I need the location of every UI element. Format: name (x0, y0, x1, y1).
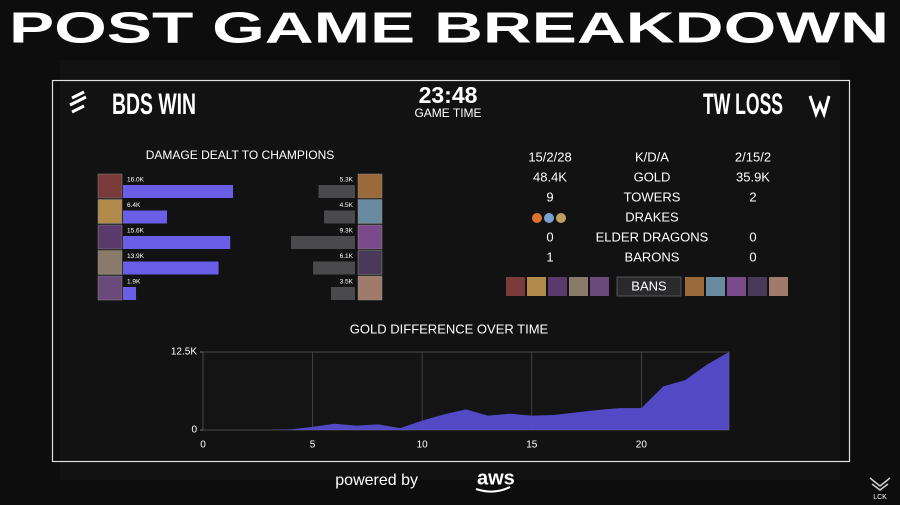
stat-left: 9 (546, 189, 553, 204)
stat-right: 0 (749, 249, 756, 264)
damage-label: 1.9K (127, 279, 141, 286)
ban-portrait (506, 277, 525, 296)
stat-right: 35.9K (736, 169, 770, 184)
stat-right: 2/15/2 (735, 149, 771, 164)
champion-portrait (97, 173, 123, 199)
drake-icon (532, 213, 542, 223)
x-tick-label: 10 (417, 440, 429, 451)
league-logo (869, 477, 891, 491)
y-tick-label: 12.5K (171, 347, 197, 358)
damage-bar (123, 261, 219, 275)
damage-label: 15.6K (127, 228, 145, 235)
left-team: BDS WIN (112, 88, 196, 121)
aws-logo: aws (477, 467, 515, 489)
stat-right: 2 (749, 189, 756, 204)
damage-bar (123, 185, 233, 198)
stat-left: 0 (546, 229, 553, 244)
damage-label: 9.3K (340, 228, 354, 235)
stat-left: 48.4K (533, 169, 567, 184)
stat-label: ELDER DRAGONS (596, 229, 709, 244)
ban-portrait (569, 277, 588, 296)
right-team: TW LOSS (703, 88, 783, 121)
damage-label: 6.4K (127, 202, 141, 209)
champion-portrait (357, 250, 383, 275)
damage-label: 6.1K (340, 253, 354, 260)
powered-by: powered by (335, 472, 418, 489)
game-time: 23:48 (419, 82, 478, 108)
damage-bar (123, 236, 231, 249)
bans-box (616, 276, 682, 297)
aws-smile (475, 486, 511, 493)
x-tick-label: 15 (526, 440, 538, 451)
champion-portrait (357, 173, 383, 199)
champion-portrait (357, 224, 383, 250)
damage-bar (123, 210, 167, 224)
x-tick-label: 0 (200, 440, 206, 451)
stat-label: DRAKES (625, 209, 679, 224)
page-title: POST GAME BREAKDOWN (9, 4, 889, 53)
damage-bar (313, 261, 355, 275)
stat-label: K/D/A (635, 149, 669, 164)
chart-title: DAMAGE DEALT TO CHAMPIONS (146, 148, 334, 162)
champion-portrait (357, 275, 383, 301)
ban-portrait (769, 277, 788, 296)
drake-icon (556, 213, 566, 223)
left-logo (69, 90, 87, 114)
damage-bar (330, 287, 355, 300)
league-name: LCK (873, 494, 887, 501)
damage-label: 13.9K (127, 253, 145, 260)
stat-left: 15/2/28 (528, 149, 571, 164)
game-time-label: GAME TIME (414, 106, 481, 120)
champion-portrait (357, 199, 383, 224)
stat-label: GOLD (634, 169, 671, 184)
champion-portrait (97, 275, 123, 301)
damage-label: 3.5K (340, 279, 354, 286)
stat-label: BARONS (625, 249, 680, 264)
ban-portrait (727, 277, 746, 296)
x-tick-label: 5 (310, 440, 316, 451)
stat-left: 1 (546, 249, 553, 264)
gold-area (203, 352, 729, 430)
ban-portrait (548, 277, 567, 296)
damage-label: 16.0K (127, 177, 145, 184)
ban-portrait (685, 277, 704, 296)
panel (51, 79, 851, 463)
x-tick-label: 20 (636, 440, 648, 451)
champion-portrait (97, 199, 123, 224)
damage-label: 4.5K (340, 202, 354, 209)
damage-bar (123, 287, 137, 300)
damage-bar (324, 210, 355, 224)
ban-portrait (748, 277, 767, 296)
champion-portrait (97, 250, 123, 275)
drake-icon (544, 213, 554, 223)
chart-title: GOLD DIFFERENCE OVER TIME (350, 321, 549, 336)
damage-bar (318, 185, 355, 198)
damage-label: 5.3K (340, 177, 354, 184)
damage-bar (291, 236, 355, 249)
stat-right: 0 (749, 229, 756, 244)
ban-portrait (590, 277, 609, 296)
stat-label: TOWERS (624, 189, 681, 204)
bans-label: BANS (631, 278, 667, 293)
right-logo (808, 95, 831, 119)
y-tick-label: 0 (191, 425, 197, 436)
champion-portrait (97, 224, 123, 250)
ban-portrait (527, 277, 546, 296)
ban-portrait (706, 277, 725, 296)
